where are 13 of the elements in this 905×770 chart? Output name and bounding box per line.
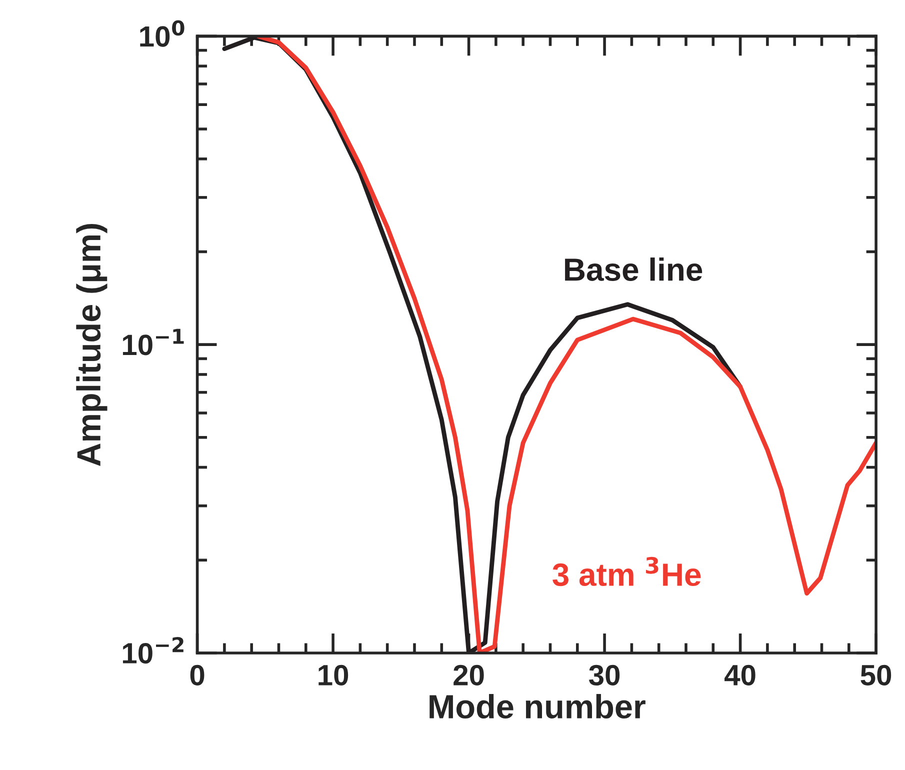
y-tick-label: 10$^{0}$ (140, 20, 184, 47)
x-tick-label: 50 (860, 664, 892, 686)
y-axis-title: Amplitude (μm) (76, 224, 108, 466)
x-tick-label: 0 (190, 664, 204, 686)
y-tick-label: 10$^{−2}$ (122, 636, 184, 664)
annotation: 3 atm $^{3}$He (552, 556, 701, 586)
x-tick-label: 10 (318, 664, 348, 686)
annotation: Base line (565, 258, 702, 281)
x-axis-title: Mode number (430, 694, 646, 719)
x-tick-label: 30 (588, 664, 620, 686)
x-tick-label: 40 (724, 664, 756, 686)
x-tick-label: 20 (454, 664, 484, 686)
y-tick-label: 10$^{−1}$ (122, 328, 184, 356)
